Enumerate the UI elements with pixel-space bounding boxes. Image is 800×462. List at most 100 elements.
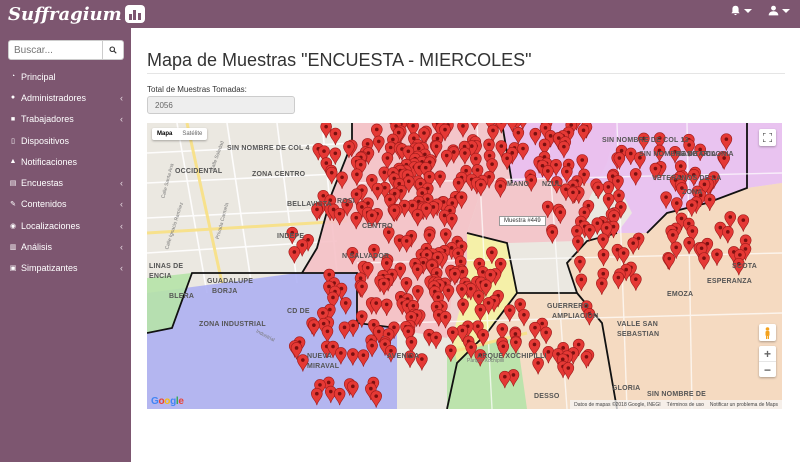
sample-marker[interactable]	[480, 279, 492, 297]
sample-marker[interactable]	[575, 273, 588, 292]
sample-marker[interactable]	[686, 225, 699, 243]
sample-marker[interactable]	[357, 349, 370, 367]
sample-marker[interactable]	[474, 349, 487, 367]
sample-marker[interactable]	[430, 331, 442, 349]
sample-marker[interactable]	[347, 348, 359, 366]
sidebar-item-an-lisis[interactable]: ▥ Análisis ‹	[0, 236, 131, 257]
street-view-button[interactable]	[759, 324, 776, 341]
sample-marker[interactable]	[327, 291, 339, 310]
sample-marker[interactable]	[487, 124, 499, 143]
sample-marker[interactable]	[440, 149, 453, 168]
sample-marker[interactable]	[550, 176, 563, 194]
sidebar-item-encuestas[interactable]: ▤ Encuestas ‹	[0, 172, 131, 193]
sample-marker[interactable]	[355, 310, 368, 328]
sample-marker[interactable]	[612, 271, 625, 290]
sample-marker[interactable]	[532, 357, 544, 375]
sample-marker[interactable]	[333, 388, 346, 406]
sample-marker[interactable]	[474, 303, 487, 322]
sample-marker[interactable]	[517, 142, 529, 161]
samples-map[interactable]: SIN NOMBRE DE COL 4 OCCIDENTAL ZONA CENTRO…	[147, 123, 782, 409]
sample-marker[interactable]	[329, 147, 342, 165]
sample-marker[interactable]	[339, 297, 352, 315]
sample-marker[interactable]	[416, 353, 428, 371]
sample-marker[interactable]	[724, 211, 737, 229]
sample-marker[interactable]	[455, 191, 468, 209]
sample-marker[interactable]	[470, 152, 482, 171]
sample-marker[interactable]	[495, 140, 508, 158]
sample-marker[interactable]	[434, 170, 446, 188]
sample-marker[interactable]	[529, 321, 541, 340]
sample-marker[interactable]	[423, 229, 436, 247]
zoom-in-button[interactable]: +	[763, 346, 771, 361]
google-logo[interactable]: Google	[151, 396, 184, 407]
sample-marker[interactable]	[629, 168, 642, 186]
sample-marker[interactable]	[333, 207, 346, 226]
notifications-dropdown[interactable]	[730, 5, 752, 16]
sample-marker[interactable]	[538, 138, 551, 157]
sample-marker[interactable]	[459, 147, 471, 165]
sample-marker[interactable]	[370, 123, 383, 142]
sample-marker[interactable]	[350, 211, 363, 230]
sample-marker[interactable]	[343, 140, 355, 159]
sample-marker[interactable]	[351, 168, 363, 186]
sample-marker[interactable]	[320, 123, 332, 139]
sample-marker[interactable]	[698, 252, 710, 270]
sample-marker[interactable]	[366, 339, 378, 358]
sample-marker[interactable]	[694, 143, 706, 162]
sample-marker[interactable]	[329, 127, 342, 146]
sample-marker[interactable]	[418, 127, 430, 145]
sample-marker[interactable]	[494, 180, 507, 198]
sample-marker[interactable]	[649, 162, 662, 181]
sample-marker[interactable]	[583, 224, 596, 242]
sample-marker[interactable]	[669, 146, 681, 164]
sample-marker[interactable]	[660, 191, 672, 209]
sample-marker[interactable]	[501, 152, 513, 170]
sample-marker[interactable]	[612, 175, 624, 193]
sample-marker[interactable]	[405, 336, 418, 354]
sample-marker[interactable]	[370, 297, 383, 315]
sample-marker[interactable]	[370, 390, 383, 408]
sample-marker[interactable]	[288, 246, 301, 264]
sample-marker[interactable]	[592, 181, 605, 200]
sample-marker[interactable]	[503, 304, 516, 322]
sample-marker[interactable]	[442, 284, 455, 302]
search-input[interactable]	[8, 40, 103, 60]
sample-marker[interactable]	[653, 144, 666, 163]
sample-marker[interactable]	[541, 200, 554, 219]
sample-marker[interactable]	[449, 267, 461, 286]
sample-marker[interactable]	[670, 197, 683, 215]
sample-marker[interactable]	[446, 326, 459, 344]
sample-marker[interactable]	[497, 340, 510, 358]
sample-marker[interactable]	[567, 186, 579, 204]
sidebar-item-simpatizantes[interactable]: ▣ Simpatizantes ‹	[0, 258, 131, 279]
sample-marker[interactable]	[456, 324, 469, 343]
sample-marker[interactable]	[597, 248, 610, 267]
sample-marker[interactable]	[311, 203, 323, 221]
sample-marker[interactable]	[562, 362, 575, 380]
sample-marker[interactable]	[318, 145, 330, 163]
map-type-satellite[interactable]: Satélite	[182, 131, 203, 137]
sample-marker[interactable]	[507, 369, 520, 387]
sample-marker[interactable]	[529, 128, 542, 146]
terms-link[interactable]: Términos de uso	[666, 401, 704, 408]
sample-marker[interactable]	[670, 241, 682, 259]
sample-marker[interactable]	[634, 152, 646, 170]
sample-marker[interactable]	[558, 140, 570, 159]
sample-marker[interactable]	[407, 123, 419, 138]
sample-marker[interactable]	[473, 290, 485, 308]
sample-marker[interactable]	[583, 308, 596, 326]
sample-marker[interactable]	[439, 311, 452, 329]
fullscreen-button[interactable]	[759, 129, 776, 146]
sample-marker[interactable]	[486, 246, 498, 264]
sample-marker[interactable]	[445, 344, 457, 362]
sample-marker[interactable]	[737, 214, 750, 232]
sample-marker[interactable]	[371, 182, 384, 201]
sample-marker[interactable]	[577, 124, 590, 142]
sample-marker[interactable]	[378, 277, 390, 296]
sample-marker[interactable]	[617, 247, 630, 265]
sample-marker[interactable]	[446, 212, 458, 231]
sample-marker[interactable]	[576, 154, 589, 172]
sample-marker[interactable]	[457, 298, 469, 316]
sample-marker[interactable]	[475, 178, 487, 197]
sample-marker[interactable]	[368, 243, 380, 262]
